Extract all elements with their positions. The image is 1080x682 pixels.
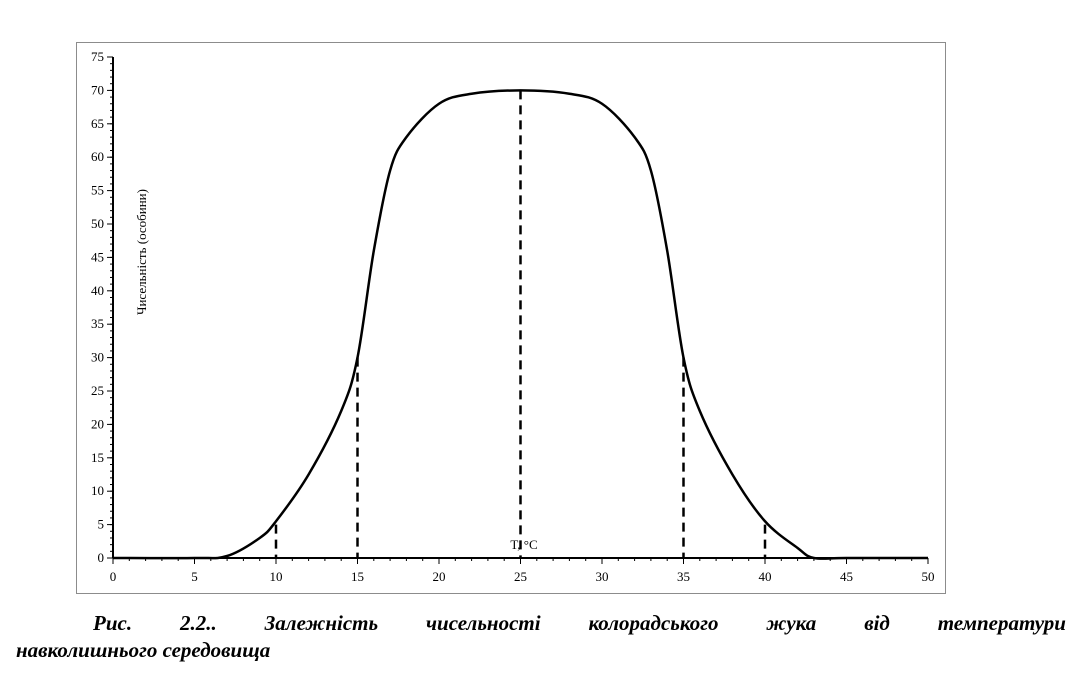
y-tick-label: 35 (91, 316, 104, 331)
y-tick-label: 45 (91, 249, 104, 264)
x-tick-label: 5 (191, 569, 198, 584)
y-tick-label: 30 (91, 350, 104, 365)
caption-line-2: навколишнього середовища (16, 638, 271, 662)
temperature-population-chart: 0 5 10 15 20 25 30 35 40 45 50 55 60 65 70 75 0 5 10 15 20 2… (91, 49, 935, 584)
reference-lines (274, 90, 767, 558)
caption-line-1: Рис. 2.2.. Залежність чисельності колора… (93, 611, 1066, 635)
y-axis: 0 5 10 15 20 25 30 35 40 45 50 55 60 65 70 75 (91, 49, 114, 565)
x-tick-label: 15 (351, 569, 364, 584)
y-tick-label: 65 (91, 116, 104, 131)
population-curve-line (112, 89, 928, 560)
y-tick-label: 70 (91, 82, 104, 97)
y-tick-label: 40 (91, 283, 104, 298)
y-axis-label: Чисельність (особини) (134, 189, 149, 315)
x-tick-label: 10 (270, 569, 283, 584)
y-tick-label: 0 (98, 550, 105, 565)
x-tick-label: 0 (110, 569, 117, 584)
x-tick-label: 25 (514, 569, 527, 584)
x-tick-label: 30 (596, 569, 609, 584)
x-tick-label: 40 (759, 569, 772, 584)
x-tick-label: 35 (677, 569, 690, 584)
figure-caption: Рис. 2.2.. Залежність чисельності колора… (16, 610, 1066, 664)
y-tick-label: 5 (98, 517, 105, 532)
x-tick-label: 20 (433, 569, 446, 584)
x-tick-label: 50 (922, 569, 935, 584)
y-tick-label: 20 (91, 416, 104, 431)
y-tick-label: 55 (91, 183, 104, 198)
x-axis: 0 5 10 15 20 25 30 35 40 45 50 (110, 557, 935, 584)
y-tick-label: 50 (91, 216, 104, 231)
x-tick-label: 45 (840, 569, 853, 584)
series-group (112, 89, 928, 560)
y-tick-label: 15 (91, 450, 104, 465)
y-tick-label: 75 (91, 49, 104, 64)
chart-frame (76, 42, 946, 594)
y-tick-label: 60 (91, 149, 104, 164)
y-tick-label: 25 (91, 383, 104, 398)
y-tick-label: 10 (91, 483, 104, 498)
x-axis-label: T, °C (510, 537, 537, 552)
